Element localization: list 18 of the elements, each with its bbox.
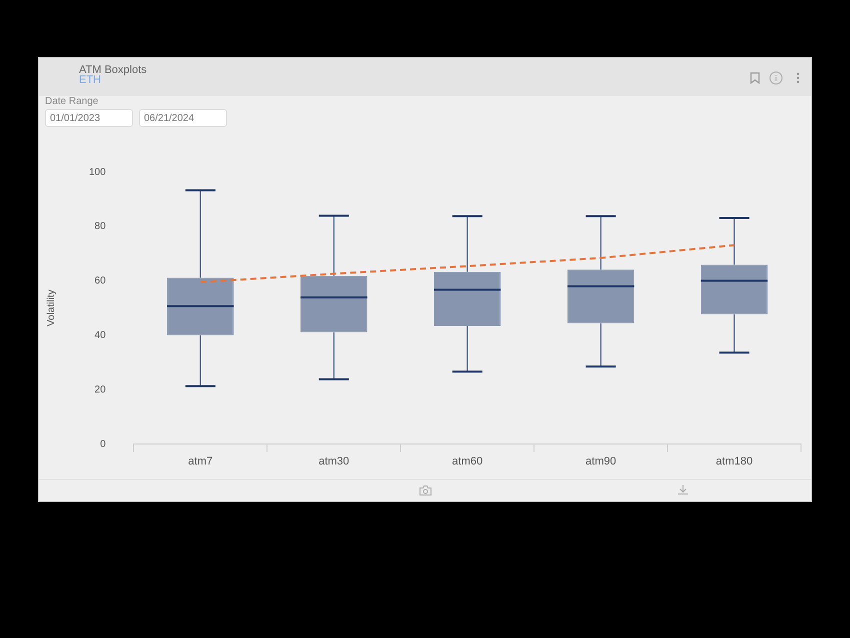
- text: 06/21/2024: [139, 109, 227, 127]
- x-tick-label: atm7: [188, 456, 213, 468]
- chart-subtitle: ETH: [79, 74, 101, 86]
- line-series: [199, 244, 736, 284]
- y-tick-label: 20: [94, 384, 106, 396]
- x-tick-label: atm30: [318, 456, 350, 468]
- text: Date Range: [45, 96, 98, 107]
- x-tick-label: atm180: [716, 456, 753, 468]
- y-tick-label: 60: [94, 276, 106, 287]
- x-tick-label: atm60: [452, 456, 483, 468]
- y-tick-label: 40: [94, 330, 106, 341]
- text: 01/01/2023: [45, 109, 133, 127]
- y-tick-label: 100: [88, 166, 106, 178]
- y-axis-title: Volatility: [46, 290, 57, 326]
- chart-title: ATM Boxplots: [79, 64, 147, 76]
- y-tick-label: 0: [100, 438, 106, 450]
- y-tick-label: 80: [94, 221, 106, 232]
- x-tick-label: atm90: [586, 456, 616, 468]
